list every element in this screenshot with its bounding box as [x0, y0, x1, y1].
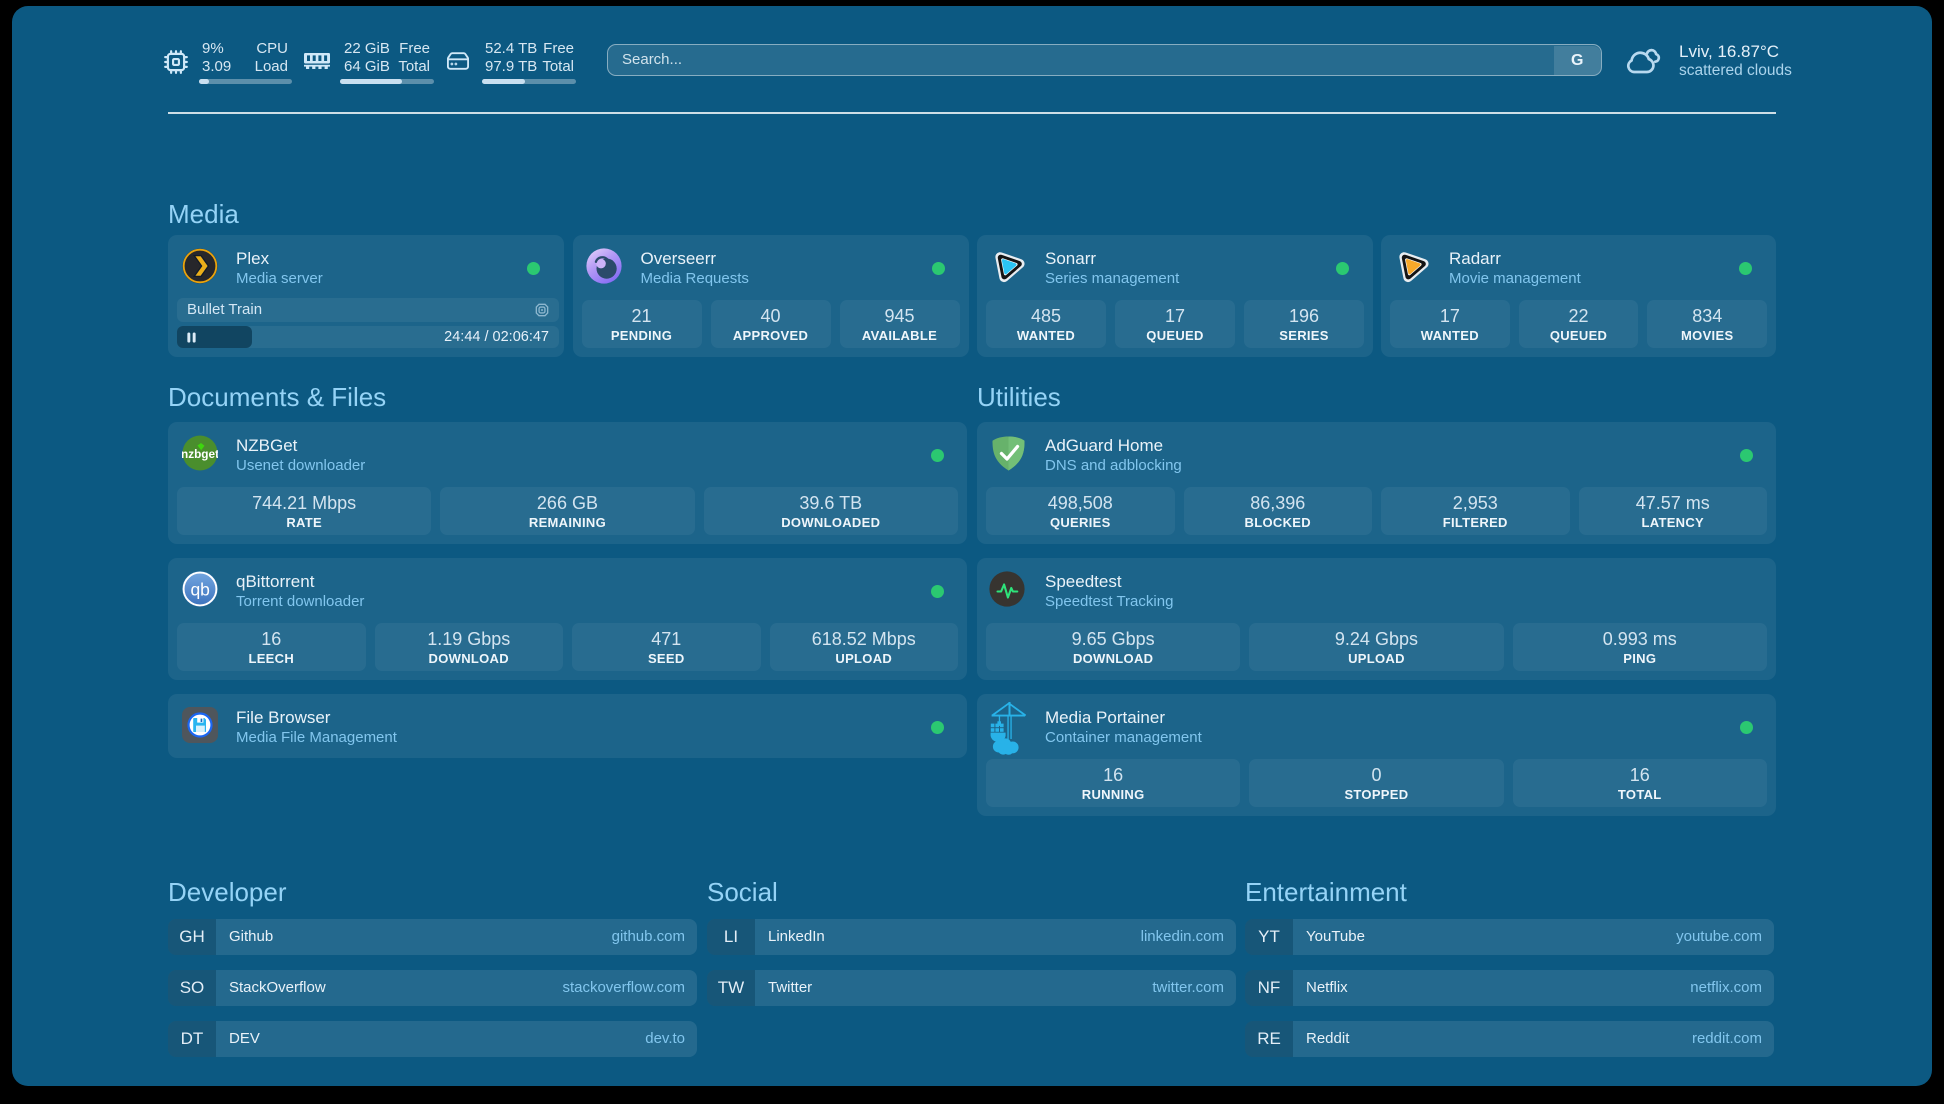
- svg-text:qb: qb: [190, 580, 209, 600]
- svg-text:nzbget: nzbget: [182, 447, 218, 461]
